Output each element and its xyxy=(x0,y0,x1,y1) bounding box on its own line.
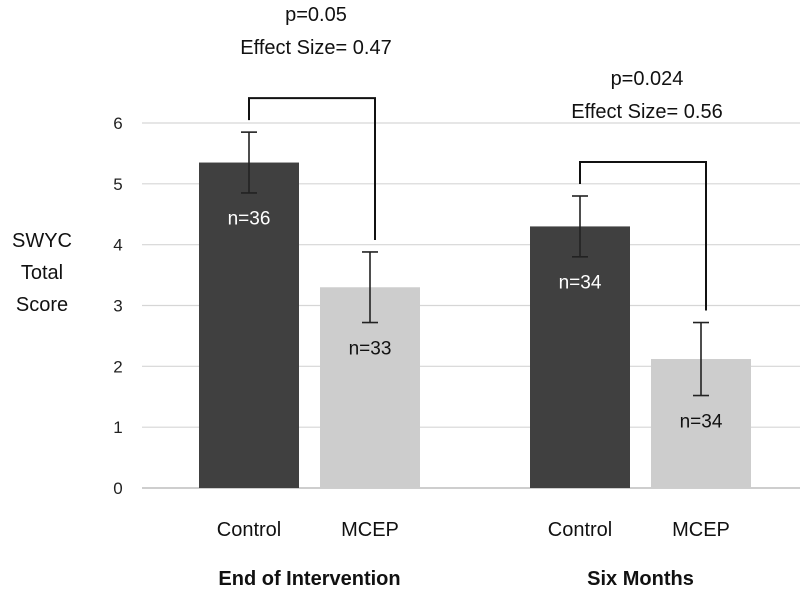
y-axis-label: SWYC Total Score xyxy=(12,230,72,316)
category-label: MCEP xyxy=(341,519,399,541)
category-label: Control xyxy=(548,519,612,541)
p-value-label: p=0.024 xyxy=(611,68,684,90)
significance-bracket xyxy=(248,97,376,240)
y-tick-label: 3 xyxy=(113,297,122,316)
p-value-label: p=0.05 xyxy=(285,4,347,26)
y-axis-label-line: Total xyxy=(21,262,63,284)
bar xyxy=(199,162,299,488)
y-axis-ticks: 0 1 2 3 4 5 6 xyxy=(113,114,122,498)
bar xyxy=(530,226,630,488)
n-label: n=34 xyxy=(559,272,602,293)
bars xyxy=(199,162,751,488)
y-axis-label-line: SWYC xyxy=(12,230,72,252)
y-axis-label-line: Score xyxy=(16,294,68,316)
y-tick-label: 6 xyxy=(113,114,122,133)
y-tick-label: 2 xyxy=(113,357,122,376)
group-label: End of Intervention xyxy=(218,568,400,590)
significance-brackets xyxy=(248,97,707,311)
category-label: Control xyxy=(217,519,281,541)
n-label: n=33 xyxy=(349,339,392,360)
n-label: n=34 xyxy=(680,412,723,433)
significance-bracket xyxy=(579,161,707,311)
effect-size-label: Effect Size= 0.47 xyxy=(240,37,391,59)
y-tick-label: 4 xyxy=(113,236,122,255)
n-label: n=36 xyxy=(228,209,271,230)
y-tick-label: 5 xyxy=(113,175,122,194)
group-label: Six Months xyxy=(587,568,694,590)
category-labels: Control MCEP Control MCEP xyxy=(217,519,730,541)
error-bars xyxy=(241,131,709,397)
y-tick-label: 0 xyxy=(113,479,122,498)
n-labels: n=36 n=33 n=34 n=34 xyxy=(228,209,723,433)
group-labels: End of Intervention Six Months xyxy=(218,568,693,590)
effect-size-label: Effect Size= 0.56 xyxy=(571,101,722,123)
y-tick-label: 1 xyxy=(113,418,122,437)
category-label: MCEP xyxy=(672,519,730,541)
significance-annotations: p=0.05 Effect Size= 0.47 p=0.024 Effect Siz… xyxy=(240,4,722,123)
